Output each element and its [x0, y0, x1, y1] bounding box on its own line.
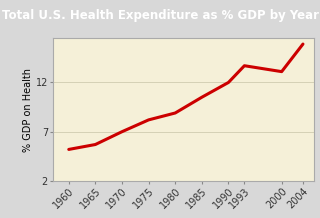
Y-axis label: % GDP on Health: % GDP on Health	[23, 68, 33, 152]
Text: Total U.S. Health Expenditure as % GDP by Year: Total U.S. Health Expenditure as % GDP b…	[2, 9, 318, 22]
